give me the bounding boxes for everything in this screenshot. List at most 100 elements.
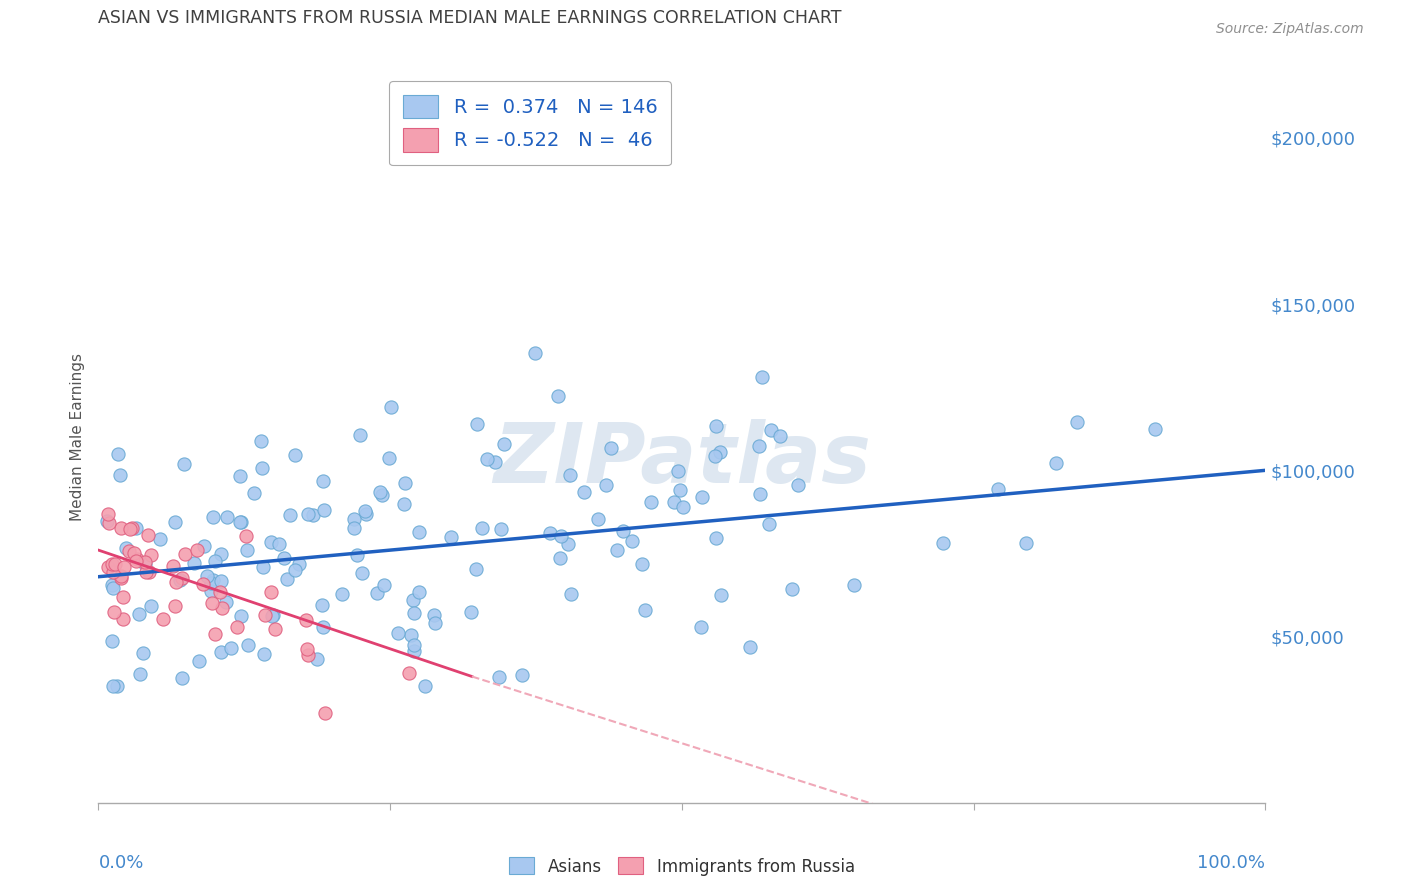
Point — [129, 667, 152, 681]
Text: ASIAN VS IMMIGRANTS FROM RUSSIA MEDIAN MALE EARNINGS CORRELATION CHART: ASIAN VS IMMIGRANTS FROM RUSSIA MEDIAN M… — [98, 10, 842, 28]
Point — [134, 557, 156, 571]
Point — [423, 608, 446, 623]
Point — [346, 548, 368, 562]
Point — [492, 437, 515, 451]
Point — [202, 573, 225, 587]
Point — [226, 619, 249, 633]
Point — [782, 582, 804, 596]
Point — [276, 572, 298, 586]
Point — [471, 521, 494, 535]
Point — [402, 638, 425, 652]
Point — [249, 434, 271, 448]
Point — [188, 654, 211, 668]
Point — [464, 562, 486, 576]
Point — [128, 607, 150, 621]
Point — [380, 400, 402, 414]
Point — [371, 488, 394, 502]
Point — [1045, 456, 1067, 470]
Point — [662, 495, 685, 509]
Point — [200, 584, 222, 599]
Point — [484, 455, 506, 469]
Point — [122, 546, 145, 560]
Point — [465, 417, 488, 431]
Point — [110, 571, 132, 585]
Point — [209, 574, 232, 588]
Point — [134, 555, 156, 569]
Point — [211, 601, 233, 615]
Point — [550, 529, 572, 543]
Point — [547, 389, 569, 403]
Point — [250, 461, 273, 475]
Point — [260, 584, 283, 599]
Point — [100, 557, 122, 571]
Point — [201, 510, 224, 524]
Point — [195, 569, 218, 583]
Point — [111, 590, 134, 604]
Text: ZIPatlas: ZIPatlas — [494, 418, 870, 500]
Point — [759, 423, 782, 437]
Point — [149, 532, 172, 546]
Point — [475, 452, 498, 467]
Point — [120, 522, 142, 536]
Point — [101, 578, 124, 592]
Point — [209, 547, 232, 561]
Point — [165, 575, 187, 590]
Point — [253, 647, 276, 661]
Point — [460, 605, 482, 619]
Point — [349, 428, 371, 442]
Point — [141, 548, 163, 562]
Point — [125, 552, 148, 566]
Point — [672, 500, 695, 514]
Point — [267, 537, 290, 551]
Point — [640, 494, 662, 508]
Point — [842, 578, 865, 592]
Point — [538, 525, 561, 540]
Point — [235, 529, 257, 543]
Point — [110, 520, 132, 534]
Point — [136, 528, 159, 542]
Point — [1066, 415, 1088, 429]
Point — [273, 551, 295, 566]
Point — [107, 447, 129, 461]
Point — [280, 508, 302, 522]
Point — [215, 509, 238, 524]
Point — [138, 566, 160, 580]
Point — [666, 464, 689, 478]
Point — [368, 485, 391, 500]
Point — [260, 608, 283, 623]
Point — [103, 606, 125, 620]
Point — [297, 648, 319, 662]
Point — [1014, 536, 1036, 550]
Point — [193, 539, 215, 553]
Point — [101, 633, 124, 648]
Point — [112, 612, 135, 626]
Point — [373, 578, 395, 592]
Point — [488, 670, 510, 684]
Point — [260, 535, 283, 549]
Point — [288, 557, 311, 571]
Point — [305, 651, 328, 665]
Point — [704, 531, 727, 545]
Point — [118, 544, 141, 558]
Point — [572, 484, 595, 499]
Point — [703, 449, 725, 463]
Point — [738, 640, 761, 654]
Point — [709, 444, 731, 458]
Point — [297, 641, 319, 656]
Point — [201, 596, 224, 610]
Point — [169, 574, 191, 588]
Point — [769, 428, 792, 442]
Point — [297, 507, 319, 521]
Point — [758, 517, 780, 532]
Point — [633, 602, 655, 616]
Point — [200, 576, 222, 591]
Point — [402, 606, 425, 620]
Point — [932, 535, 955, 549]
Point — [219, 640, 242, 655]
Point — [163, 515, 186, 529]
Point — [243, 486, 266, 500]
Point — [105, 680, 128, 694]
Point — [110, 569, 132, 583]
Point — [399, 628, 422, 642]
Point — [172, 571, 194, 585]
